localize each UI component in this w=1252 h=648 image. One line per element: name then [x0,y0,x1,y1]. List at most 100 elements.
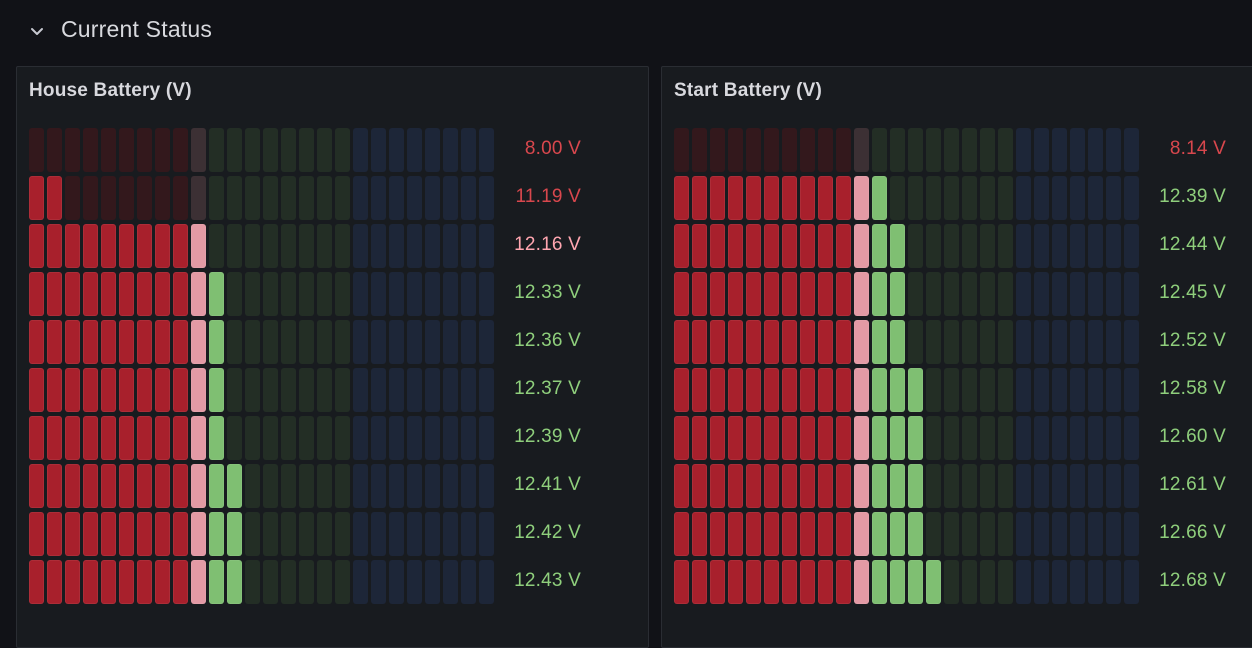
gauge-cell [155,464,170,508]
gauge-cell [728,512,743,556]
gauge-cell [461,176,476,220]
gauge-cell [944,368,959,412]
gauge-cell [281,512,296,556]
gauge-cell [908,560,923,604]
bar-gauge-row[interactable]: 12.36 V [29,320,629,364]
row-title[interactable]: Current Status [61,16,213,42]
bar-gauge-row[interactable]: 8.14 V [674,128,1252,172]
gauge-cell [299,224,314,268]
gauge-cell [1088,416,1103,460]
gauge-cell [137,464,152,508]
bar-gauge-row[interactable]: 12.41 V [29,464,629,508]
gauge-cell [674,560,689,604]
panel-start-battery[interactable]: Start Battery (V) 8.14 V 12.39 V 12.44 V 12… [661,66,1252,648]
gauge-cell [1052,464,1067,508]
gauge-cell [1106,368,1121,412]
dashboard-row-header[interactable]: Current Status [0,0,1252,62]
bar-gauge-row[interactable]: 12.58 V [674,368,1252,412]
gauge-cell [245,368,260,412]
gauge-cell [998,512,1013,556]
bar-gauge-row[interactable]: 12.60 V [674,416,1252,460]
gauge-cell [425,320,440,364]
gauge-cell [1016,176,1031,220]
gauge-cell [692,416,707,460]
gauge-cell [1088,560,1103,604]
gauge-cell [710,272,725,316]
gauge-value: 12.43 V [514,570,581,591]
gauge-value: 12.45 V [1159,282,1226,303]
gauge-cell [407,128,422,172]
bar-gauge-row[interactable]: 12.43 V [29,560,629,604]
panel-title[interactable]: Start Battery (V) [674,80,823,101]
gauge-cell [119,560,134,604]
gauge-cell [155,416,170,460]
gauge-cell [407,176,422,220]
bar-gauge-row[interactable]: 12.45 V [674,272,1252,316]
gauge-cell [1016,272,1031,316]
bar-gauge-row[interactable]: 12.68 V [674,560,1252,604]
gauge-cell [209,416,224,460]
gauge-cell [209,512,224,556]
gauge-cell [728,464,743,508]
gauge-value: 12.66 V [1159,522,1226,543]
gauge-cell [998,560,1013,604]
gauge-cell [854,512,869,556]
gauge-cell [281,224,296,268]
gauge-cell [782,320,797,364]
chevron-down-icon[interactable] [28,22,46,40]
gauge-cell [101,128,116,172]
gauge-cell [389,464,404,508]
bar-gauge-row[interactable]: 8.00 V [29,128,629,172]
gauge-cell [746,320,761,364]
panel-house-battery[interactable]: House Battery (V) 8.00 V 11.19 V 12.16 V 12… [16,66,649,648]
bar-gauge-row[interactable]: 12.61 V [674,464,1252,508]
gauge-value: 12.41 V [514,474,581,495]
gauge-cell [389,368,404,412]
bar-gauge-row[interactable]: 12.16 V [29,224,629,268]
bar-gauge-row[interactable]: 11.19 V [29,176,629,220]
gauge-cell [443,368,458,412]
gauge-cell [908,272,923,316]
gauge-cell [101,464,116,508]
gauge-cell [407,464,422,508]
bar-gauge-row[interactable]: 12.44 V [674,224,1252,268]
gauge-cell [782,272,797,316]
gauge-cell [692,272,707,316]
gauge-cell [1052,560,1067,604]
bar-gauge-row[interactable]: 12.39 V [29,416,629,460]
gauge-cell [227,512,242,556]
gauge-cell [317,320,332,364]
gauge-cell [854,128,869,172]
gauge-cell [479,368,494,412]
gauge-cell [1124,224,1139,268]
gauge-cell [1034,512,1049,556]
gauge-cell [1070,464,1085,508]
gauge-cell [371,224,386,268]
gauge-cell [1070,224,1085,268]
gauge-cell [818,320,833,364]
bar-gauge-row[interactable]: 12.39 V [674,176,1252,220]
bar-gauge-row[interactable]: 12.52 V [674,320,1252,364]
gauge-cell [281,416,296,460]
gauge-cell [872,176,887,220]
panel-title[interactable]: House Battery (V) [29,80,192,101]
gauge-cell [944,464,959,508]
gauge-cell [83,176,98,220]
bar-gauge-row[interactable]: 12.42 V [29,512,629,556]
gauge-cell [872,224,887,268]
gauge-cell [209,128,224,172]
gauge-cell [674,512,689,556]
gauge-cell [191,128,206,172]
bar-gauge-row[interactable]: 12.33 V [29,272,629,316]
gauge-cell [962,368,977,412]
bar-gauge-row[interactable]: 12.66 V [674,512,1252,556]
gauge-cell [998,416,1013,460]
gauge-cell [155,512,170,556]
gauge-cell [692,128,707,172]
gauge-cell [1052,320,1067,364]
gauge-cell [299,320,314,364]
bar-gauge-row[interactable]: 12.37 V [29,368,629,412]
gauge-cell [299,272,314,316]
gauge-cell [425,272,440,316]
gauge-value: 12.39 V [514,426,581,447]
